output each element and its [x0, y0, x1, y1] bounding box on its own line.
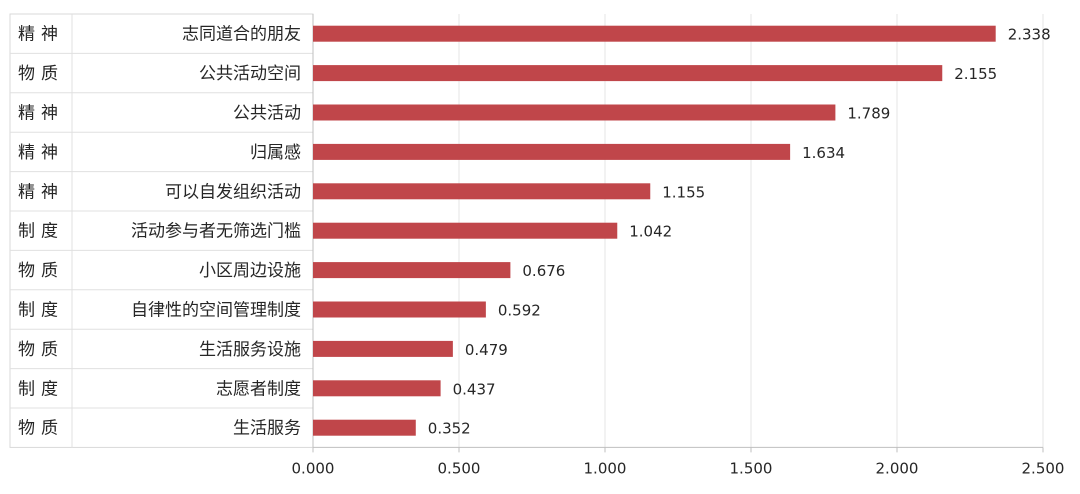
data-label: 1.042: [629, 223, 672, 241]
category-label: 公共活动: [233, 104, 301, 124]
category-label: 可以自发组织活动: [165, 182, 301, 202]
x-tick-label: 0.000: [292, 459, 335, 477]
category-label: 志同道合的朋友: [182, 25, 301, 45]
data-label: 1.155: [662, 183, 705, 201]
label-layer: 0.000 0.500 1.000 1.500 2.000 2.500 2.338 志同道合的…: [18, 25, 1064, 478]
bar: [313, 380, 441, 397]
data-label: 2.155: [954, 65, 997, 83]
bar: [313, 104, 836, 121]
data-label: 0.592: [498, 302, 541, 320]
data-label: 0.352: [428, 420, 471, 438]
category-label: 生活服务设施: [199, 340, 301, 360]
group-label: 精神: [18, 25, 64, 45]
data-label: 2.338: [1008, 26, 1051, 44]
grid-layer: [9, 13, 1044, 453]
bar: [313, 25, 996, 42]
group-label: 制度: [18, 379, 64, 399]
category-label: 小区周边设施: [199, 261, 301, 281]
bar: [313, 340, 453, 357]
data-label: 1.789: [847, 105, 890, 123]
category-label: 自律性的空间管理制度: [131, 301, 301, 321]
group-label: 制度: [18, 301, 64, 321]
data-label: 0.479: [465, 341, 508, 359]
bar: [313, 419, 416, 436]
category-label: 活动参与者无筛选门槛: [131, 222, 301, 242]
x-tick-label: 1.500: [730, 459, 773, 477]
bar: [313, 301, 486, 318]
x-tick-label: 0.500: [438, 459, 481, 477]
category-label: 生活服务: [233, 419, 301, 439]
category-label: 志愿者制度: [216, 379, 301, 399]
group-label: 物质: [18, 261, 64, 281]
group-label: 制度: [18, 222, 64, 242]
x-tick-label: 1.000: [584, 459, 627, 477]
x-tick-label: 2.000: [876, 459, 919, 477]
bar: [313, 262, 511, 279]
category-label: 归属感: [250, 143, 301, 163]
x-tick-label: 2.500: [1022, 459, 1065, 477]
group-label: 精神: [18, 143, 64, 163]
bar: [313, 143, 791, 160]
bar: [313, 65, 943, 82]
data-label: 1.634: [802, 144, 845, 162]
data-label: 0.437: [453, 380, 496, 398]
group-label: 精神: [18, 182, 64, 202]
group-label: 物质: [18, 64, 64, 84]
group-label: 物质: [18, 419, 64, 439]
group-label: 物质: [18, 340, 64, 360]
group-label: 精神: [18, 104, 64, 124]
bar: [313, 222, 618, 239]
bar: [313, 183, 651, 200]
bar-layer: [313, 25, 996, 436]
category-label: 公共活动空间: [199, 64, 301, 84]
data-label: 0.676: [522, 262, 565, 280]
